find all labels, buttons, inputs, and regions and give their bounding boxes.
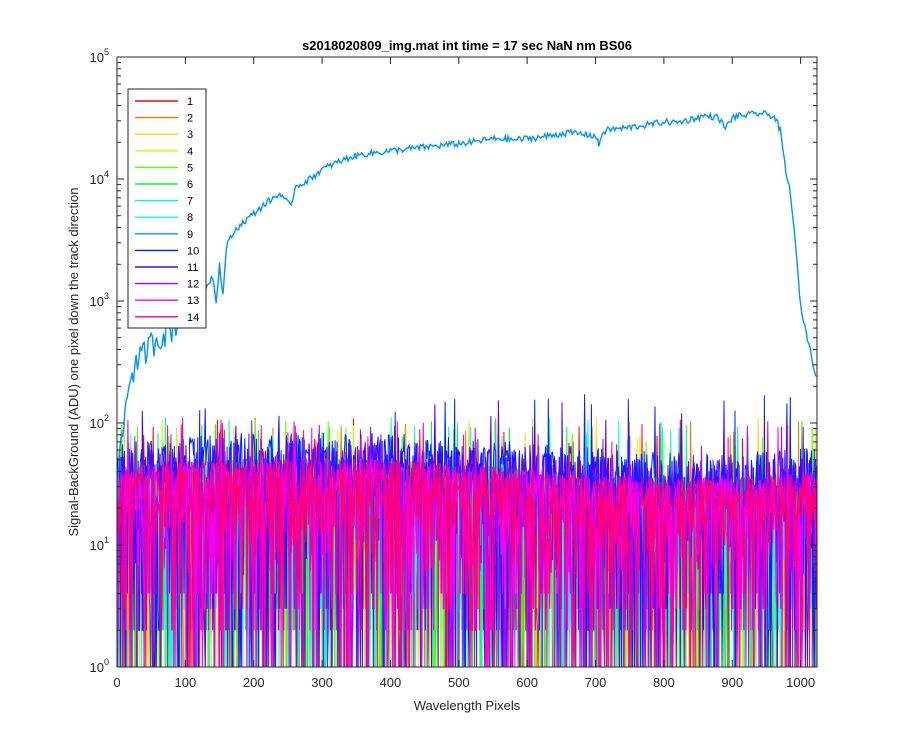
legend-label-12: 12 — [187, 279, 199, 291]
y-tick-exponent: 3 — [104, 291, 109, 301]
legend-label-13: 13 — [187, 295, 199, 307]
y-tick-exponent: 5 — [104, 47, 109, 57]
y-tick-label: 103 — [90, 291, 109, 309]
legend-label-4: 4 — [187, 146, 193, 158]
x-tick-label: 500 — [448, 675, 470, 690]
chart-title: s2018020809_img.mat int time = 17 sec Na… — [302, 38, 632, 53]
y-tick-label: 104 — [90, 169, 109, 187]
series-layer — [117, 110, 817, 667]
legend-box — [127, 88, 207, 329]
y-tick-exponent: 4 — [104, 169, 109, 179]
x-tick-label: 200 — [243, 675, 265, 690]
axes-frame — [116, 56, 818, 668]
y-tick-exponent: 2 — [104, 413, 109, 423]
x-tick-label: 700 — [585, 675, 607, 690]
y-tick-exponent: 0 — [104, 657, 109, 667]
legend-label-5: 5 — [187, 162, 193, 174]
ticks-layer — [116, 56, 817, 668]
legend-label-10: 10 — [187, 245, 199, 257]
x-tick-labels: 0 100 200 300 400 500 600 700 800 900 1000 — [113, 675, 815, 690]
x-tick-label: 600 — [516, 675, 538, 690]
x-tick-label: 900 — [721, 675, 743, 690]
y-tick-exponent: 1 — [104, 535, 109, 545]
x-tick-label: 1000 — [786, 675, 815, 690]
legend-label-7: 7 — [187, 196, 193, 208]
y-tick-label: 101 — [90, 535, 109, 553]
y-tick-label: 105 — [90, 47, 109, 65]
legend-label-3: 3 — [187, 129, 193, 141]
legend-label-11: 11 — [187, 262, 198, 274]
y-tick-label: 100 — [90, 657, 109, 675]
legend-label-9: 9 — [187, 229, 193, 241]
x-tick-label: 800 — [653, 675, 675, 690]
series-line-9 — [117, 110, 817, 501]
legend-label-2: 2 — [187, 113, 193, 125]
legend-label-1: 1 — [187, 96, 193, 108]
x-tick-label: 400 — [380, 675, 402, 690]
legend-label-6: 6 — [187, 179, 193, 191]
y-axis-label: Signal-BackGround (ADU) one pixel down t… — [66, 187, 81, 536]
legend-label-8: 8 — [187, 212, 193, 224]
x-tick-label: 300 — [311, 675, 333, 690]
x-tick-label: 100 — [175, 675, 197, 690]
y-tick-label: 102 — [90, 413, 109, 431]
x-axis-label: Wavelength Pixels — [414, 698, 521, 713]
x-tick-label: 0 — [113, 675, 120, 690]
legend-label-14: 14 — [187, 312, 199, 324]
series-line-14 — [117, 420, 817, 667]
